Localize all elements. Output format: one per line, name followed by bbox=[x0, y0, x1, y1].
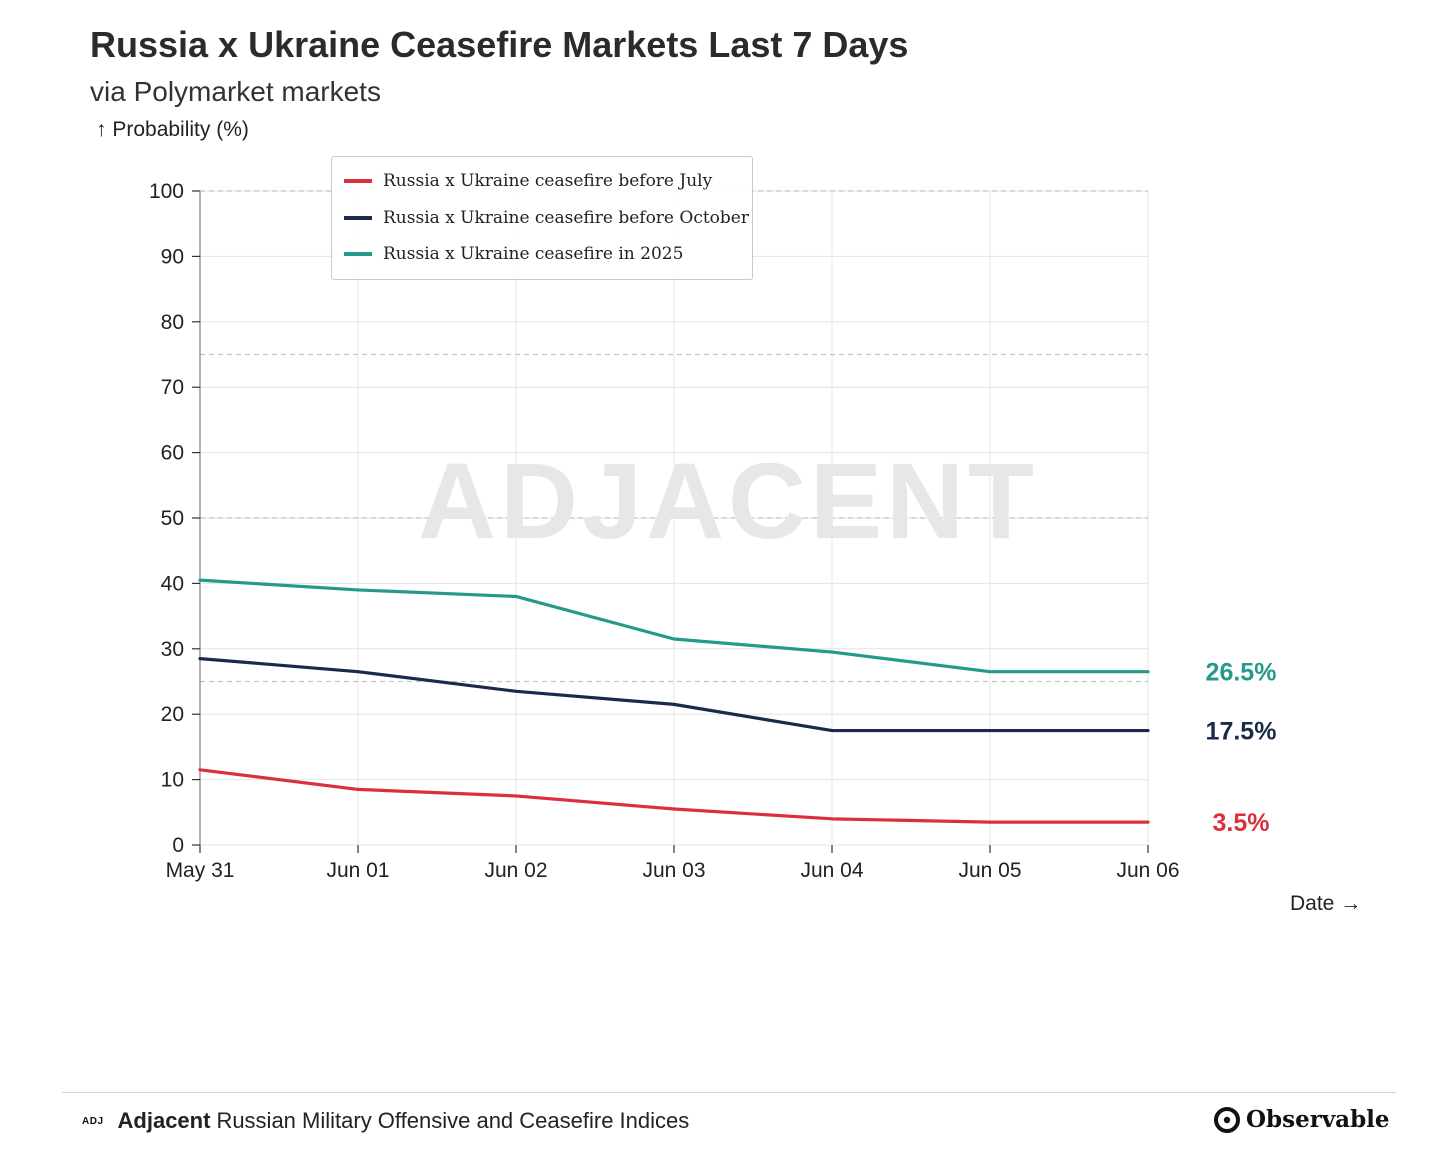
x-tick-label: Jun 03 bbox=[642, 859, 705, 882]
observable-label: Observable bbox=[1246, 1106, 1390, 1133]
x-tick-label: Jun 01 bbox=[326, 859, 389, 882]
y-tick-label: 10 bbox=[161, 769, 184, 792]
legend-label-in-2025: Russia x Ukraine ceasefire in 2025 bbox=[383, 244, 684, 264]
y-tick-label: 20 bbox=[161, 703, 184, 726]
legend-item-before-july: Russia x Ukraine ceasefire before July bbox=[344, 169, 712, 193]
footer-divider bbox=[62, 1092, 1396, 1093]
series-line bbox=[198, 578, 1150, 674]
y-tick-label: 40 bbox=[161, 572, 184, 595]
legend-label-before-october: Russia x Ukraine ceasefire before Octobe… bbox=[383, 208, 749, 228]
chart-title: Russia x Ukraine Ceasefire Markets Last … bbox=[90, 24, 909, 65]
y-tick-label: 90 bbox=[161, 245, 184, 268]
y-tick-label: 30 bbox=[161, 638, 184, 661]
series-end-label: 17.5% bbox=[1206, 718, 1277, 746]
legend-item-before-october: Russia x Ukraine ceasefire before Octobe… bbox=[344, 206, 749, 230]
footer-credit: ADJ Adjacent Russian Military Offensive … bbox=[82, 1108, 689, 1134]
adjacent-logo-icon: ADJ bbox=[82, 1115, 104, 1127]
y-tick-label: 70 bbox=[161, 376, 184, 399]
legend: Russia x Ukraine ceasefire before July R… bbox=[331, 156, 753, 280]
y-tick-label: 100 bbox=[149, 180, 184, 203]
y-axis-label: ↑ Probability (%) bbox=[96, 118, 249, 141]
series-line bbox=[198, 768, 1150, 824]
series-line bbox=[198, 657, 1150, 733]
footer-brand: Adjacent bbox=[117, 1108, 211, 1133]
footer-description: Russian Military Offensive and Ceasefire… bbox=[216, 1108, 690, 1133]
legend-label-before-july: Russia x Ukraine ceasefire before July bbox=[383, 171, 713, 191]
end-labels: 3.5% 17.5% 26.5% bbox=[1206, 659, 1277, 837]
y-tick-label: 0 bbox=[172, 834, 184, 857]
chart-subtitle: via Polymarket markets bbox=[90, 76, 381, 107]
x-tick-label: Jun 02 bbox=[484, 859, 547, 882]
chart-canvas: ADJACENT 0 10 20 30 40 50 60 70 80 90 100 May 31 Jun… bbox=[149, 180, 1277, 882]
series-end-label: 26.5% bbox=[1206, 659, 1277, 687]
x-tick-label: Jun 06 bbox=[1116, 859, 1179, 882]
x-tick-label: Jun 04 bbox=[800, 859, 863, 882]
y-tick-label: 50 bbox=[161, 507, 184, 530]
axes: 0 10 20 30 40 50 60 70 80 90 100 May 31 Jun 01 Jun 02… bbox=[149, 180, 1180, 882]
series-end-label: 3.5% bbox=[1213, 809, 1270, 837]
series-lines bbox=[198, 578, 1150, 824]
grid bbox=[199, 190, 1149, 846]
y-tick-label: 60 bbox=[161, 442, 184, 465]
legend-swatch-in-2025 bbox=[344, 252, 372, 256]
y-tick-label: 80 bbox=[161, 311, 184, 334]
legend-item-in-2025: Russia x Ukraine ceasefire in 2025 bbox=[344, 242, 683, 266]
legend-swatch-before-october bbox=[344, 216, 372, 220]
x-axis-label: Date → bbox=[1290, 892, 1362, 915]
watermark-text: ADJACENT bbox=[418, 440, 1038, 561]
legend-swatch-before-july bbox=[344, 179, 372, 183]
observable-link[interactable]: Observable bbox=[1214, 1106, 1390, 1133]
x-tick-label: Jun 05 bbox=[958, 859, 1021, 882]
x-tick-label: May 31 bbox=[166, 859, 235, 882]
observable-logo-icon bbox=[1214, 1106, 1240, 1133]
